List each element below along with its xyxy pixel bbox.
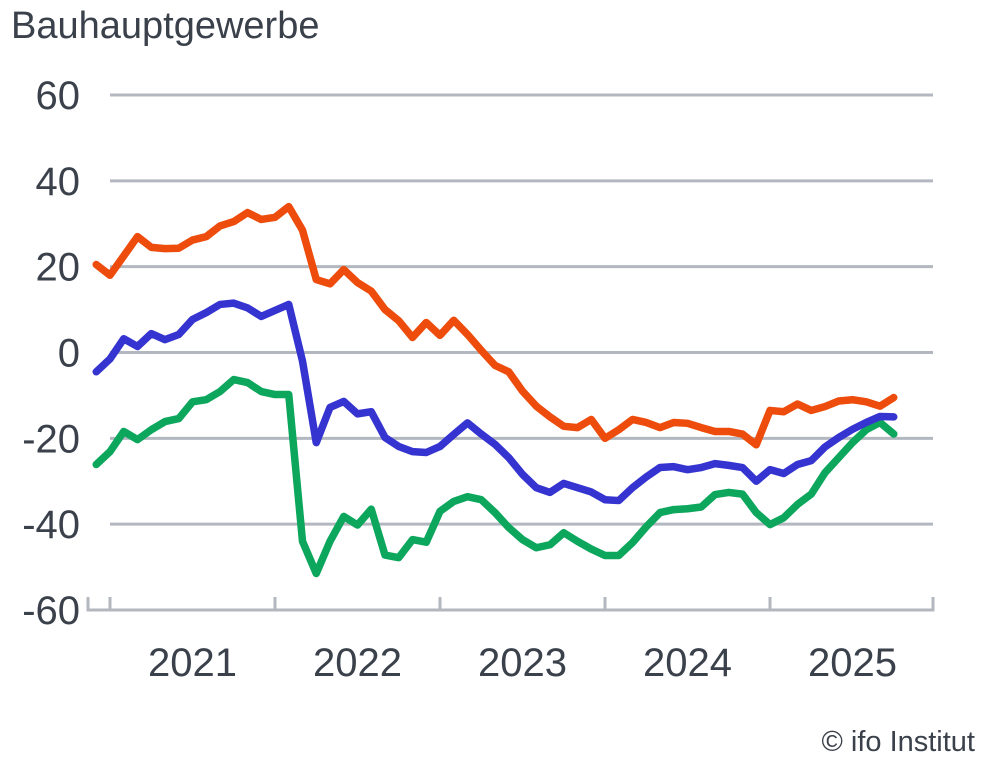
y-tick-label: -60 (22, 589, 80, 633)
x-tick-label: 2021 (148, 641, 237, 685)
attribution: © ifo Institut (821, 726, 975, 758)
series-line-blue (92, 299, 898, 505)
y-tick-label: 20 (36, 246, 81, 290)
x-tick-label: 2024 (643, 641, 732, 685)
y-tick-label: 60 (36, 74, 81, 118)
chart-title: Bauhauptgewerbe (11, 5, 320, 47)
y-tick-label: 0 (58, 332, 80, 376)
x-tick-label: 2023 (478, 641, 567, 685)
x-tick-label: 2025 (808, 641, 897, 685)
series-line-orange (92, 202, 898, 449)
x-tick-label: 2022 (313, 641, 402, 685)
y-tick-label: 40 (36, 160, 81, 204)
y-tick-label: -40 (22, 503, 80, 547)
y-tick-label: -20 (22, 417, 80, 461)
series-line-green (92, 375, 898, 578)
